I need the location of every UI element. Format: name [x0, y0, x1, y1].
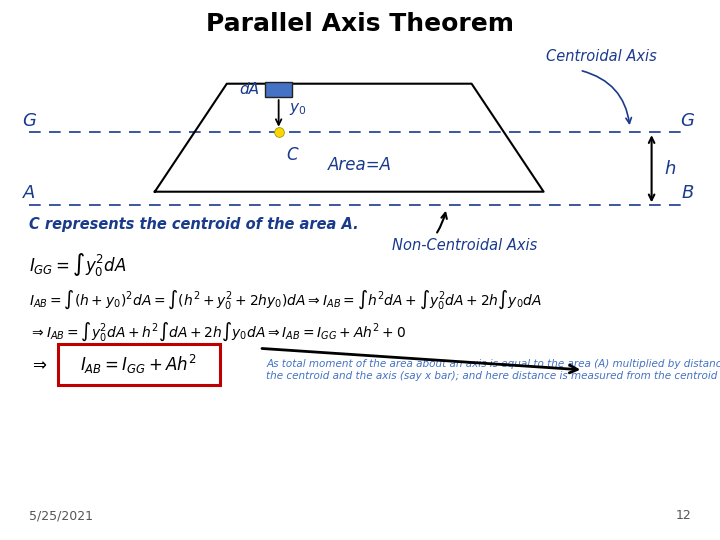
Text: C: C — [287, 146, 298, 164]
Text: Non-Centroidal Axis: Non-Centroidal Axis — [392, 238, 537, 253]
Text: B: B — [681, 185, 694, 202]
Text: $I_{AB} = I_{GG} + Ah^2$: $I_{AB} = I_{GG} + Ah^2$ — [80, 353, 197, 376]
Text: C represents the centroid of the area A.: C represents the centroid of the area A. — [29, 217, 359, 232]
Text: G: G — [680, 112, 695, 130]
Bar — [265, 82, 292, 97]
Text: $y_0$: $y_0$ — [289, 102, 306, 117]
Text: Parallel Axis Theorem: Parallel Axis Theorem — [206, 12, 514, 36]
Text: 12: 12 — [675, 509, 691, 522]
Text: G: G — [22, 112, 36, 130]
Text: A: A — [22, 185, 35, 202]
Text: $\Rightarrow$: $\Rightarrow$ — [29, 355, 48, 374]
Text: Centroidal Axis: Centroidal Axis — [546, 49, 657, 64]
Text: $I_{GG} = \int y_0^2 dA$: $I_{GG} = \int y_0^2 dA$ — [29, 251, 126, 278]
Text: $I_{AB} = \int(h + y_0)^2 dA = \int(h^2 + y_0^2 + 2hy_0)dA\Rightarrow I_{AB} = \: $I_{AB} = \int(h + y_0)^2 dA = \int(h^2 … — [29, 288, 542, 311]
Text: $\Rightarrow I_{AB} = \int y_0^2 dA + h^2\int dA + 2h\int y_0 dA\Rightarrow I_{A: $\Rightarrow I_{AB} = \int y_0^2 dA + h^… — [29, 321, 406, 343]
Text: 5/25/2021: 5/25/2021 — [29, 509, 93, 522]
FancyBboxPatch shape — [58, 345, 220, 384]
Text: Area=A: Area=A — [328, 156, 392, 174]
Text: h: h — [665, 160, 676, 178]
Text: dA: dA — [239, 82, 259, 97]
Text: As total moment of the area about an axis is equal to the area (A) multiplied by: As total moment of the area about an axi… — [266, 359, 720, 381]
